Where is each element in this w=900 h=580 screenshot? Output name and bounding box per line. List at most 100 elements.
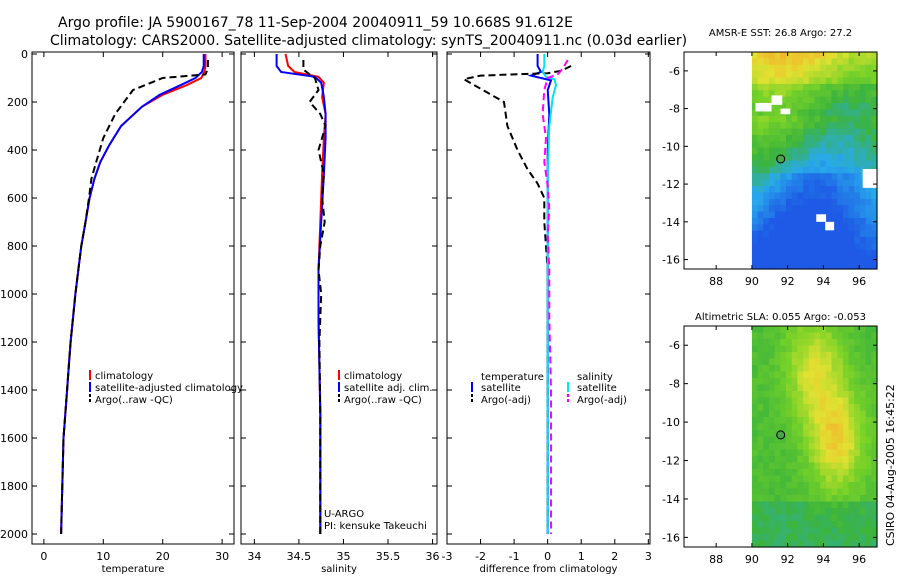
map-cell	[786, 262, 793, 270]
map-cell	[831, 52, 838, 59]
map-cell	[837, 115, 844, 123]
map-cell	[820, 371, 827, 379]
map-cell	[865, 514, 872, 522]
map-cell	[780, 192, 787, 200]
map-cell	[865, 211, 872, 219]
map-cell	[780, 262, 787, 270]
map-cell	[763, 64, 770, 72]
map-cell	[808, 527, 816, 535]
map-cell	[751, 475, 759, 483]
map-cell	[751, 410, 759, 418]
map-cell	[780, 186, 787, 194]
map-cell	[803, 417, 810, 425]
map-cell	[808, 475, 816, 483]
map-cell	[797, 224, 804, 232]
map-cell	[768, 186, 776, 194]
map-cell	[871, 345, 878, 353]
map-cell	[751, 404, 759, 412]
map-cell	[820, 443, 827, 451]
map-cell	[803, 371, 810, 379]
map-cell	[848, 404, 855, 412]
map-cell	[757, 249, 764, 257]
x-tick-label: 90	[745, 553, 759, 566]
map-cell	[837, 469, 844, 477]
map-cell	[791, 224, 798, 232]
map-cell	[814, 154, 821, 162]
map-cell	[825, 449, 833, 457]
map-cell	[848, 192, 855, 200]
map-cell	[763, 345, 770, 353]
map-cell	[837, 397, 844, 405]
map-cell	[774, 71, 781, 79]
map-cell	[797, 514, 804, 522]
map-cell	[803, 77, 810, 85]
map-cell	[871, 211, 878, 219]
map-cell	[831, 96, 838, 104]
map-cell	[774, 211, 781, 219]
map-cell	[825, 173, 833, 181]
map-cell	[837, 192, 844, 200]
map-cell	[859, 230, 867, 238]
map-cell	[842, 103, 850, 111]
y-tick-label: 1400	[0, 384, 28, 397]
map-cell	[814, 243, 821, 251]
map-cell	[803, 462, 810, 470]
map-cell	[859, 71, 867, 79]
map-cell	[831, 256, 838, 264]
map-cell	[854, 224, 861, 232]
map-cell	[768, 352, 776, 360]
panel-frame	[240, 51, 438, 545]
map-cell	[774, 109, 781, 117]
map-cell	[808, 488, 816, 496]
map-cell	[774, 352, 781, 360]
map-cell	[825, 205, 833, 213]
map-cell	[757, 230, 764, 238]
map-cell	[871, 52, 878, 59]
map-cell	[837, 249, 844, 257]
map-cell	[786, 384, 793, 392]
map-cell	[842, 417, 850, 425]
map-cell	[774, 345, 781, 353]
map-cell	[751, 77, 759, 85]
map-cell	[865, 508, 872, 516]
map-cell	[814, 332, 821, 340]
map-cell	[808, 534, 816, 542]
map-cell	[825, 198, 833, 206]
map-cell	[825, 514, 833, 522]
map-cell	[780, 205, 787, 213]
map-cell	[825, 469, 833, 477]
map-cell	[859, 122, 867, 130]
map-cell	[774, 436, 781, 444]
map-cell	[859, 64, 867, 72]
map-cell	[814, 179, 821, 187]
map-cell	[842, 430, 850, 438]
map-cell	[768, 256, 776, 264]
map-cell	[848, 488, 855, 496]
timestamp-side-text: CSIRO 04-Aug-2005 16:45:22	[884, 384, 897, 546]
map-cell	[808, 198, 816, 206]
map-cell	[751, 339, 759, 347]
map-cell	[854, 173, 861, 181]
map-cell	[837, 205, 844, 213]
map-cell	[854, 495, 861, 503]
map-cell	[814, 128, 821, 136]
map-cell	[837, 160, 844, 168]
map-cell	[791, 230, 798, 238]
map-cell	[842, 179, 850, 187]
map-cell	[757, 514, 764, 522]
map-cell	[871, 332, 878, 340]
map-cell	[848, 224, 855, 232]
map-cell	[859, 103, 867, 111]
map-cell	[803, 179, 810, 187]
map-cell	[751, 109, 759, 117]
map-cell	[763, 430, 770, 438]
map-cell	[774, 469, 781, 477]
map-cell	[803, 404, 810, 412]
map-cell	[763, 262, 770, 270]
map-cell	[814, 173, 821, 181]
map-cell	[854, 237, 861, 245]
map-cell	[848, 83, 855, 91]
map-cell	[859, 534, 867, 542]
map-cell	[820, 179, 827, 187]
map-cell	[871, 237, 878, 245]
